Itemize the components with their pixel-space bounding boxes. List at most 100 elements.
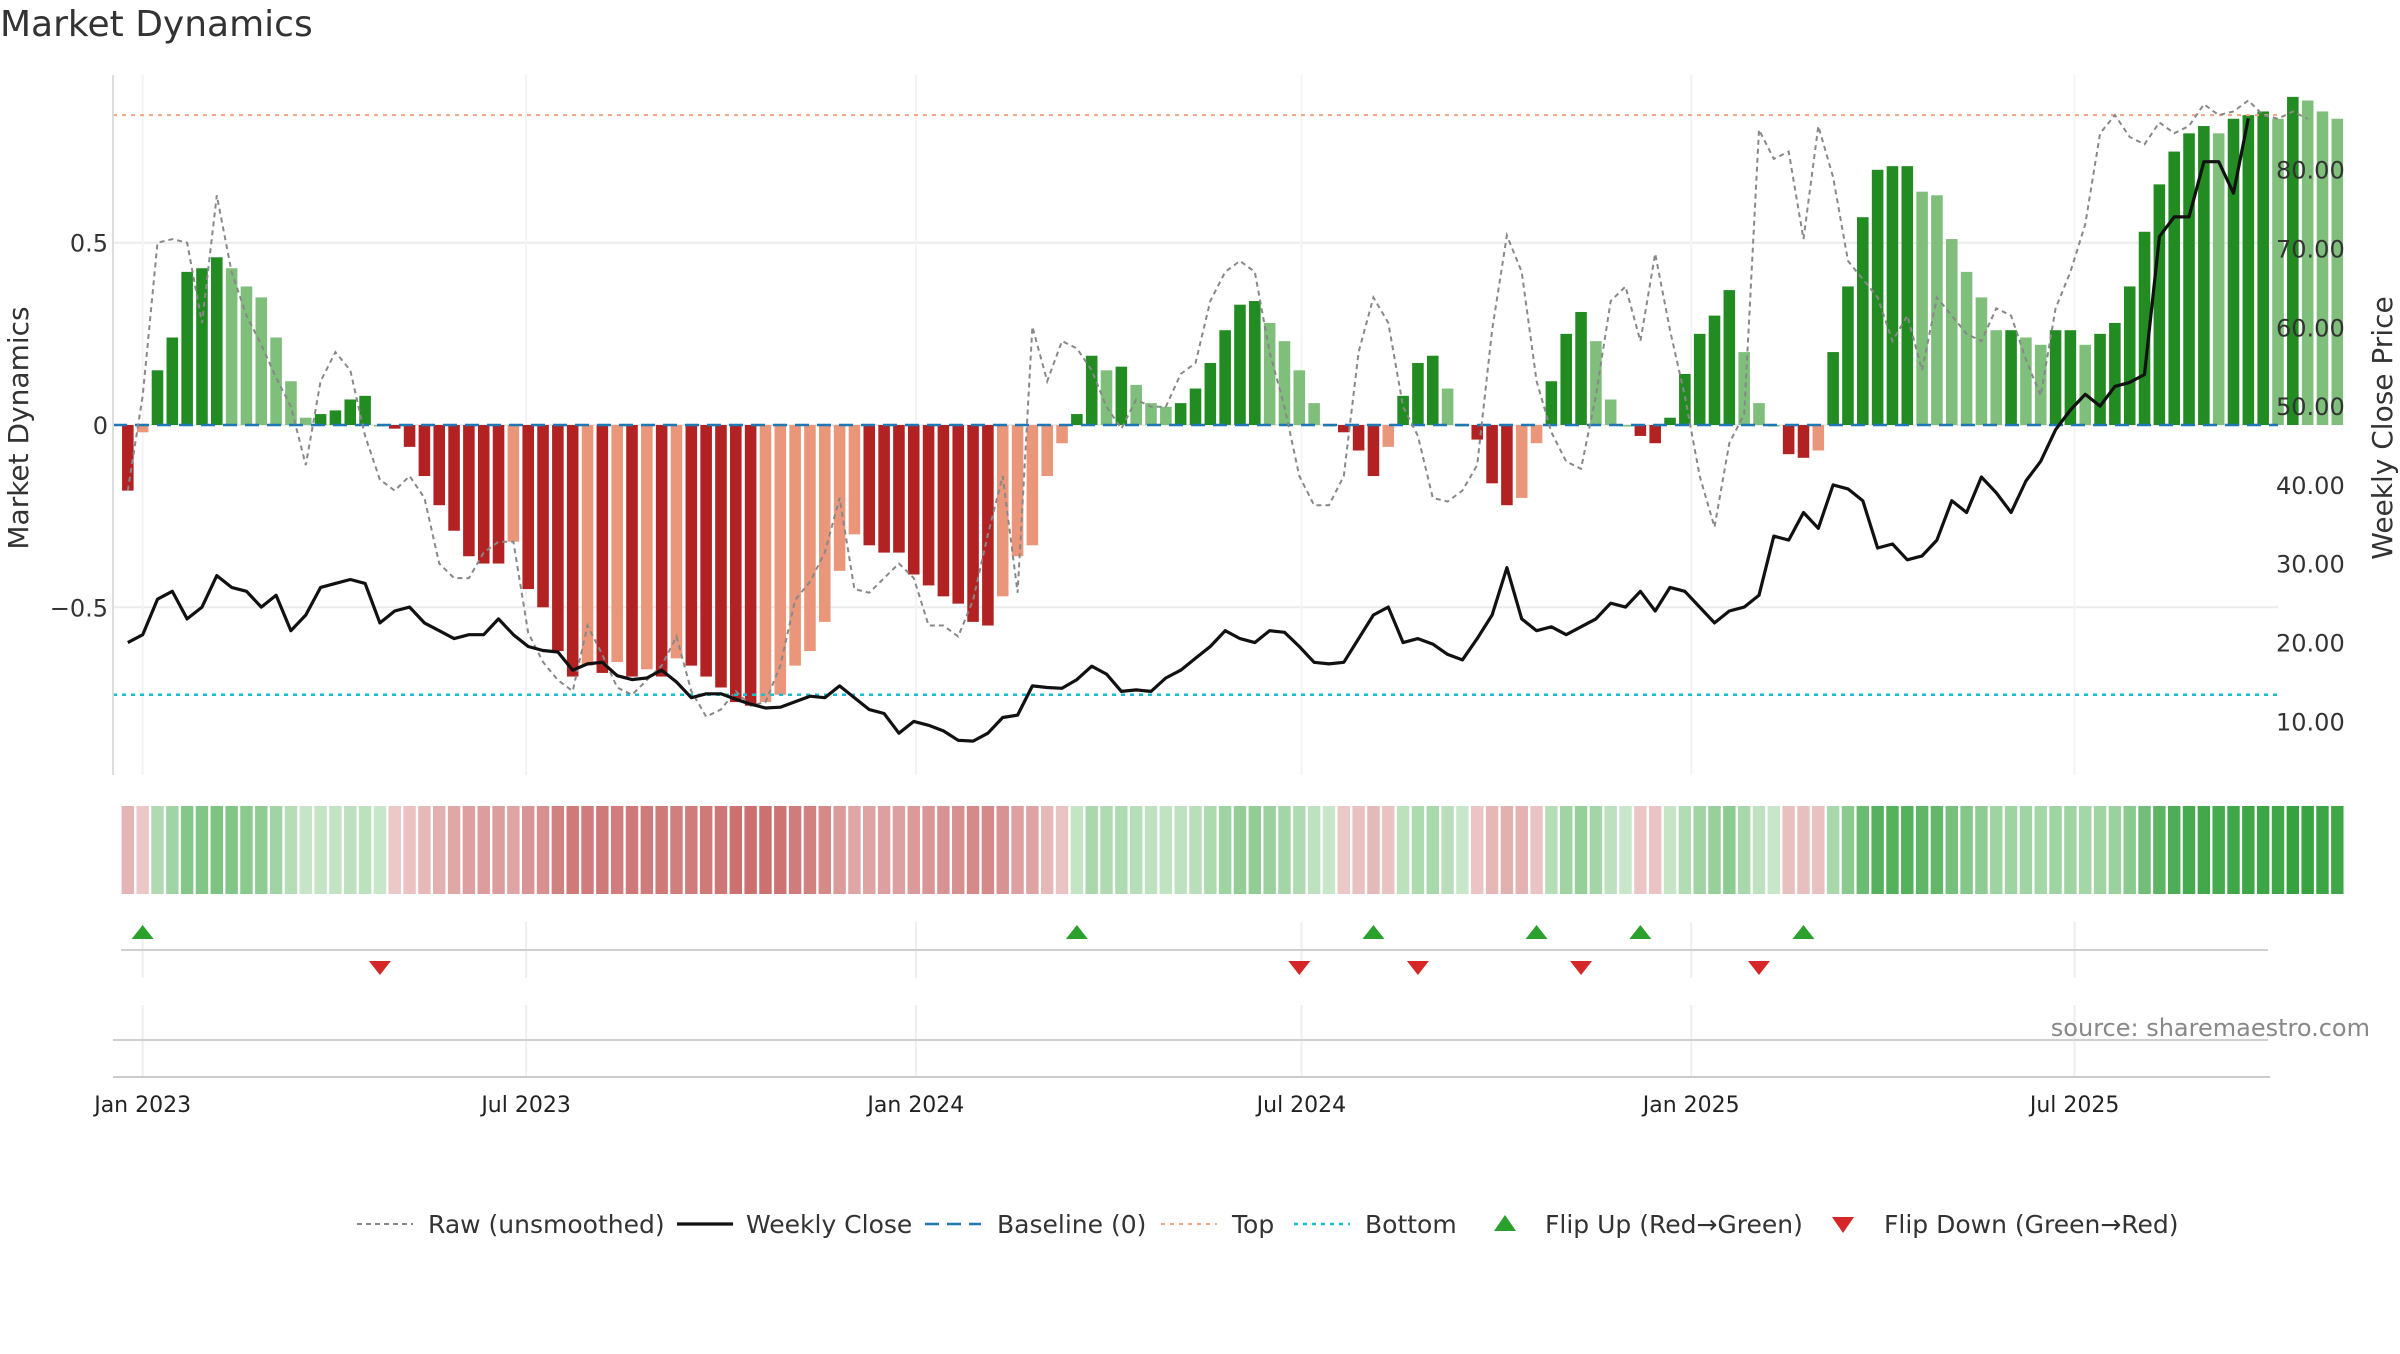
heat-cell <box>1352 806 1365 894</box>
dynamics-bar <box>878 425 890 553</box>
dynamics-bar <box>2272 118 2284 425</box>
heat-cell <box>670 806 683 894</box>
heat-cell <box>1530 806 1543 894</box>
heat-cell <box>433 806 446 894</box>
heat-cell <box>1723 806 1736 894</box>
heat-cell <box>403 806 416 894</box>
heat-cell <box>2064 806 2077 894</box>
heat-cell <box>1411 806 1425 894</box>
heat-cell <box>551 806 565 894</box>
dynamics-bar <box>1812 425 1825 451</box>
heat-cell <box>1990 806 2003 894</box>
heat-cell <box>1767 806 1781 894</box>
heat-cell <box>1144 806 1158 894</box>
left-tick-label: 0 <box>93 412 108 440</box>
x-tick-label: Jul 2025 <box>2028 1093 2120 1118</box>
heat-cell <box>1752 806 1766 894</box>
legend-flip-down-swatch <box>1832 1217 1854 1233</box>
heat-cell <box>1945 806 1958 894</box>
dynamics-bar <box>922 425 935 586</box>
heat-cell <box>1886 806 1899 894</box>
heat-cell <box>640 806 654 894</box>
heat-cell <box>344 806 357 894</box>
dynamics-bar <box>1501 425 1513 506</box>
heat-cell <box>1930 806 1944 894</box>
dynamics-bar <box>151 370 164 425</box>
dynamics-bar <box>1352 425 1365 451</box>
heat-cell <box>759 806 772 894</box>
dynamics-bar <box>1945 239 1958 425</box>
dynamics-bar <box>1160 406 1172 425</box>
dynamics-bar <box>1441 388 1454 425</box>
dynamics-bar <box>907 425 920 575</box>
heat-cell <box>2197 806 2211 894</box>
heat-cell <box>269 806 283 894</box>
heat-cell <box>2316 806 2329 894</box>
heat-cell <box>1471 806 1484 894</box>
heat-cell <box>1545 806 1558 894</box>
heat-cell <box>1589 806 1603 894</box>
heat-cell <box>151 806 164 894</box>
heat-cell <box>2331 806 2344 894</box>
heat-cell <box>610 806 624 894</box>
dynamics-bar <box>2049 330 2062 425</box>
heat-cell <box>358 806 372 894</box>
heat-cell <box>1663 806 1677 894</box>
heat-cell <box>2286 806 2300 894</box>
axes: 0.5 0 −0.5 10.00 20.00 30.00 40.00 50.00 60.00 70… <box>2 75 2399 775</box>
heat-cell <box>1708 806 1721 894</box>
legend: Raw (unsmoothed) Weekly Close Baseline (0)… <box>357 1210 2179 1239</box>
heat-cell <box>2301 806 2314 894</box>
x-tick-label: Jul 2024 <box>1255 1093 1347 1118</box>
heat-cell <box>1737 806 1751 894</box>
flip-up-marker <box>1792 925 1815 939</box>
heat-cell <box>1218 806 1232 894</box>
heat-cell <box>2256 806 2270 894</box>
heat-cell <box>1574 806 1588 894</box>
dynamics-bar <box>314 414 327 425</box>
heat-cell <box>1248 806 1262 894</box>
dynamics-bar <box>270 337 282 425</box>
heat-cell <box>2153 806 2166 894</box>
dynamics-bar <box>1412 363 1424 425</box>
dynamics-bar <box>1693 333 1706 425</box>
dynamics-bar <box>2316 111 2329 425</box>
dynamics-bar <box>641 425 653 670</box>
heat-cell <box>521 806 535 894</box>
dynamics-bar <box>818 425 831 622</box>
heat-cell <box>1634 806 1647 894</box>
legend-label: Raw (unsmoothed) <box>428 1210 665 1239</box>
heat-cell <box>1382 806 1395 894</box>
flip-up-marker <box>1362 925 1385 939</box>
heat-cell <box>981 806 995 894</box>
dynamics-bar <box>1204 363 1217 425</box>
heat-cell <box>818 806 831 894</box>
dynamics-bar <box>359 395 371 425</box>
dynamics-bar <box>789 425 801 666</box>
heat-cell <box>848 806 861 894</box>
heat-cell <box>1367 806 1380 894</box>
dynamics-bar <box>730 425 742 703</box>
heat-cell <box>788 806 802 894</box>
dynamics-bar <box>240 286 253 425</box>
dynamics-bar <box>1530 425 1543 444</box>
dynamics-bar <box>1041 425 1053 477</box>
dynamics-bar <box>1634 425 1647 436</box>
dynamics-bar <box>1100 370 1113 425</box>
dynamics-bar <box>1515 425 1528 498</box>
heat-cell <box>774 806 787 894</box>
dynamics-bar <box>2301 100 2314 425</box>
dynamics-bar <box>1026 425 1039 546</box>
dynamics-bar <box>774 425 787 695</box>
heat-cell <box>1293 806 1306 894</box>
heat-cell <box>166 806 179 894</box>
heat-cell <box>447 806 461 894</box>
dynamics-bar <box>1990 330 2003 425</box>
heat-cell <box>1278 806 1291 894</box>
heat-cell <box>1159 806 1173 894</box>
dynamics-bar <box>2212 133 2225 426</box>
heat-cell <box>699 806 713 894</box>
dynamics-bar <box>2198 126 2210 426</box>
flip-down-marker <box>368 961 391 975</box>
